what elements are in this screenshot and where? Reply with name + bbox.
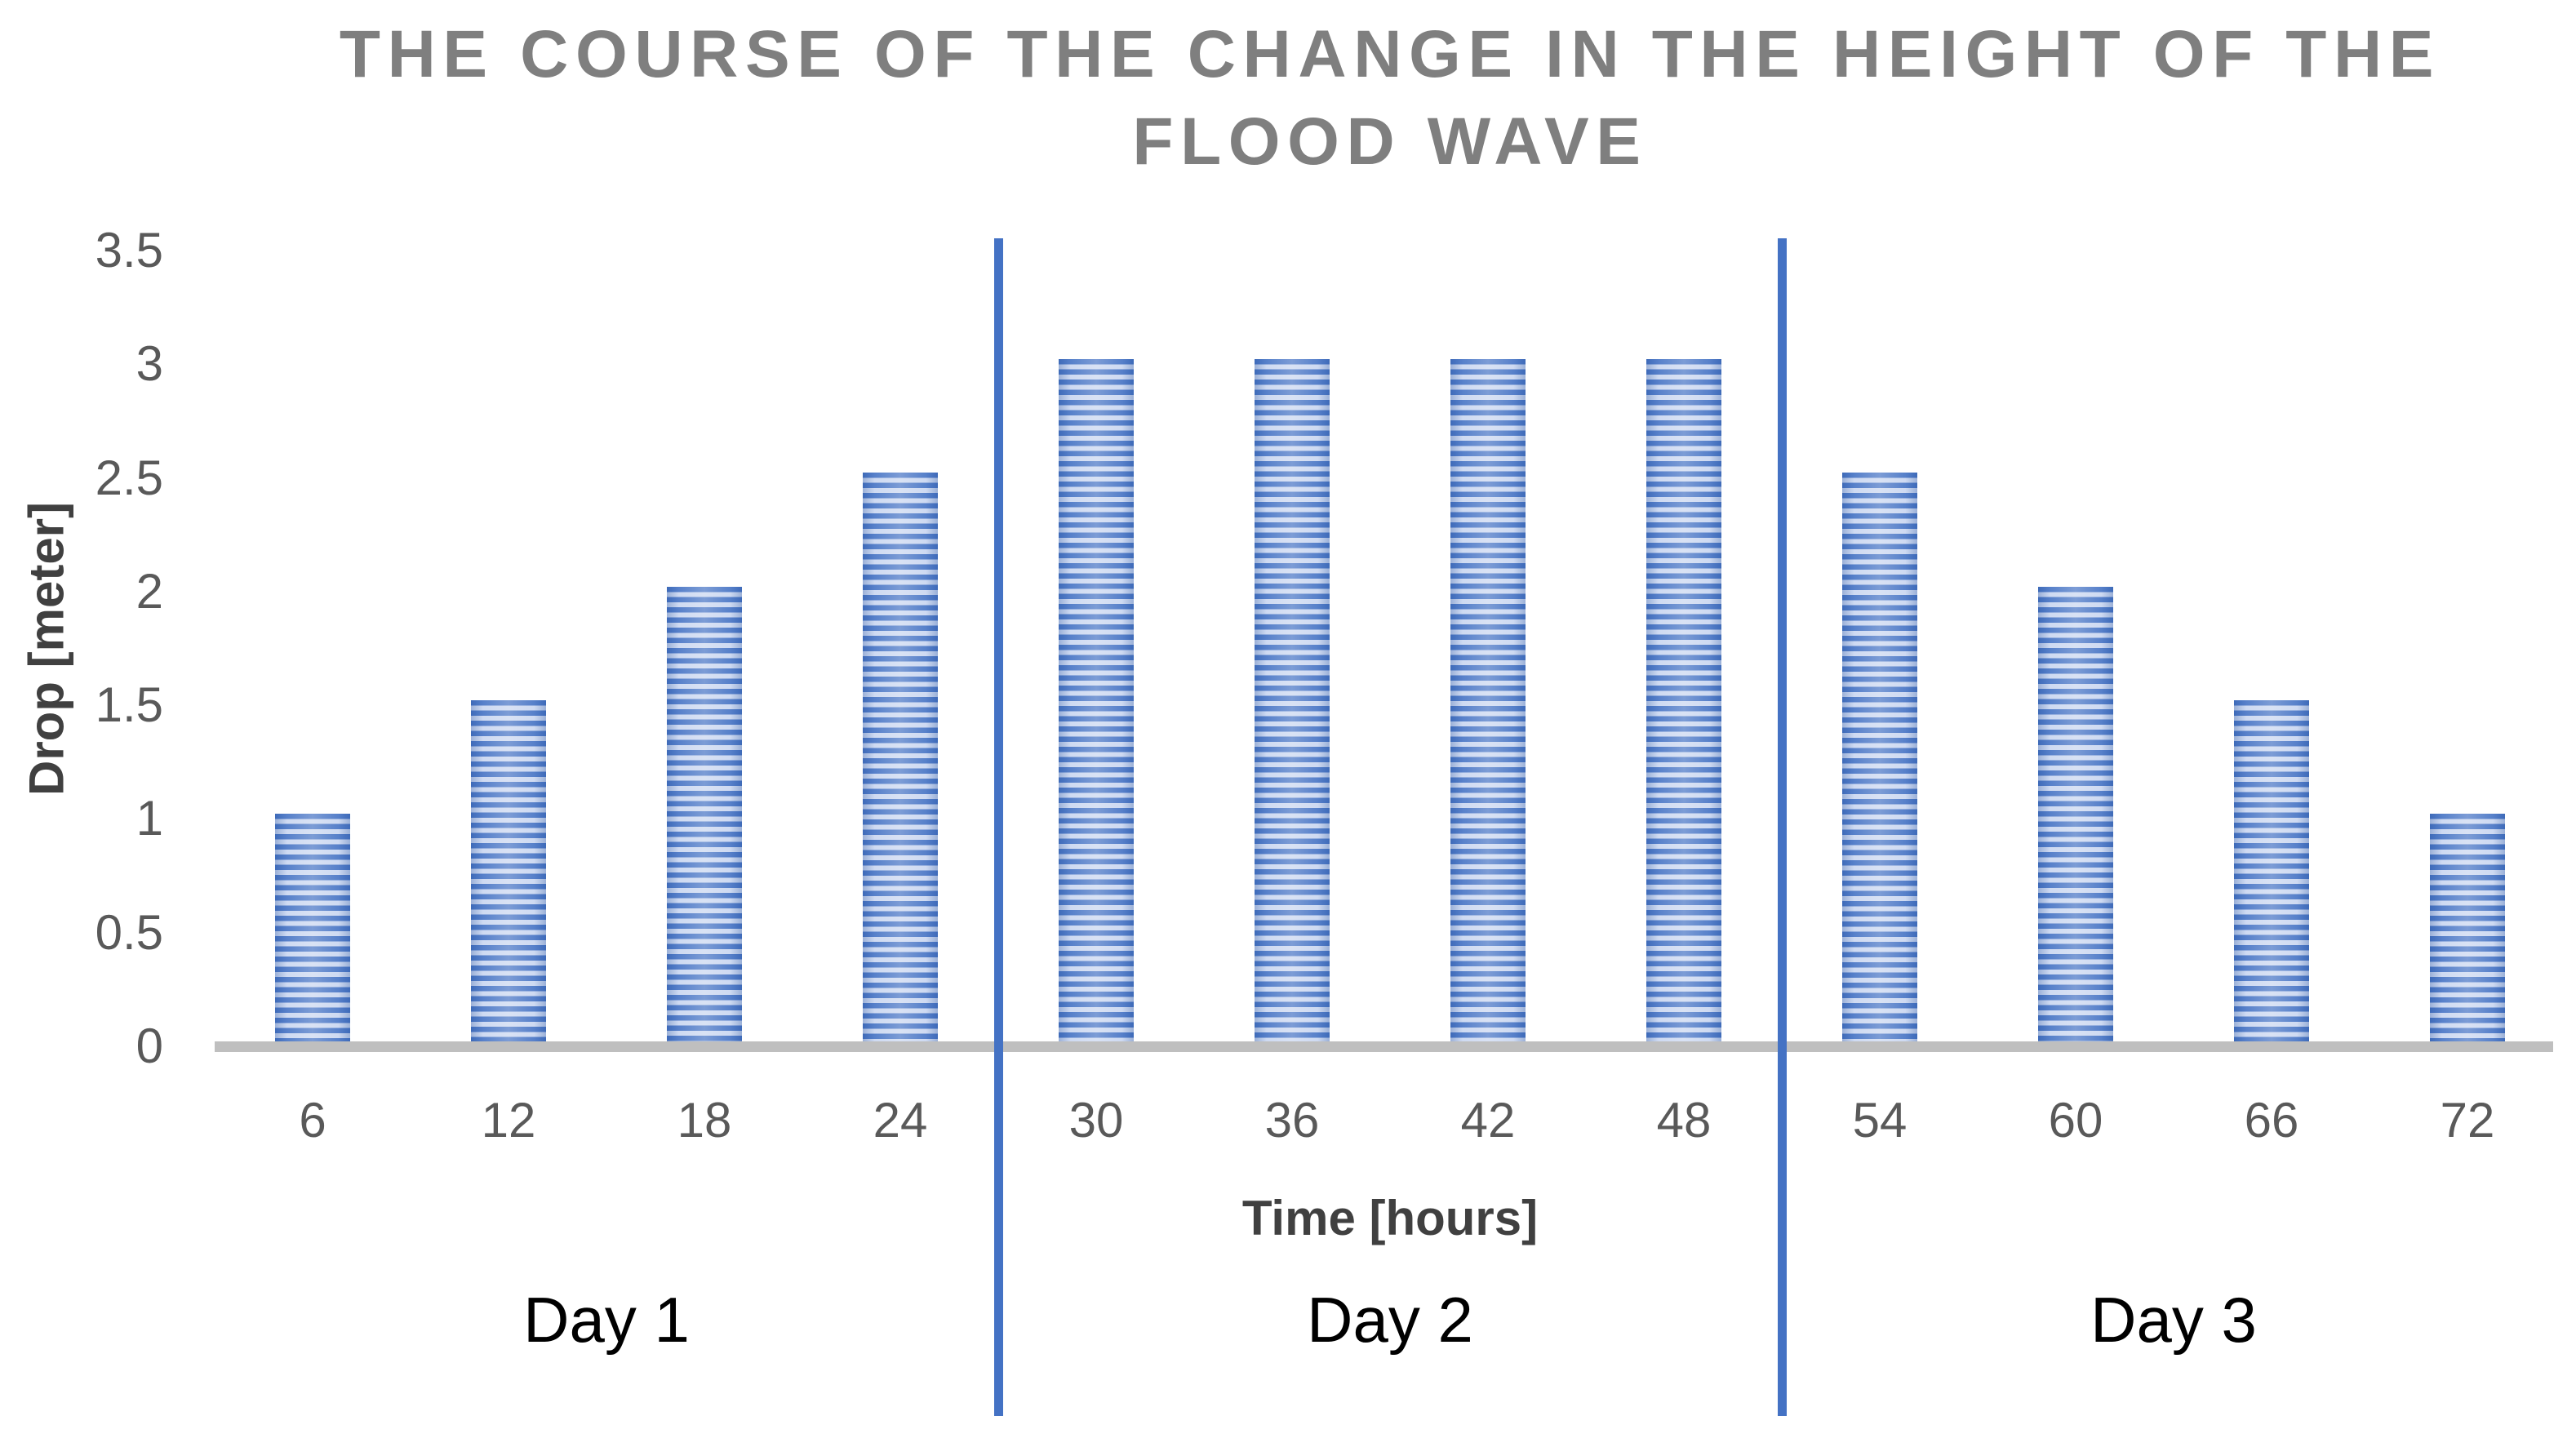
x-tick-66: 66 <box>2244 1093 2299 1147</box>
y-tick-3.5: 3.5 <box>95 223 163 277</box>
bar-72 <box>2430 814 2505 1041</box>
x-axis-line <box>215 1041 2553 1052</box>
day-label-3: Day 3 <box>2090 1284 2257 1356</box>
x-tick-54: 54 <box>1852 1093 1908 1147</box>
bar-66 <box>2234 700 2309 1041</box>
chart-title-line-1: THE COURSE OF THE CHANGE IN THE HEIGHT O… <box>339 17 2441 91</box>
bar-42 <box>1450 359 1526 1041</box>
x-tick-24: 24 <box>873 1093 928 1147</box>
x-tick-18: 18 <box>677 1093 732 1147</box>
chart-title: THE COURSE OF THE CHANGE IN THE HEIGHT O… <box>215 11 2565 185</box>
y-tick-1: 1 <box>135 791 163 846</box>
chart-title-line-2: FLOOD WAVE <box>1132 104 1648 179</box>
bar-12 <box>471 700 546 1041</box>
y-tick-1.5: 1.5 <box>95 677 163 732</box>
day-separator-1 <box>994 238 1003 1416</box>
x-tick-42: 42 <box>1460 1093 1516 1147</box>
bar-60 <box>2038 587 2113 1041</box>
bar-30 <box>1059 359 1134 1041</box>
y-tick-0.5: 0.5 <box>95 905 163 960</box>
x-tick-36: 36 <box>1264 1093 1320 1147</box>
y-axis-title: Drop [meter] <box>19 501 74 797</box>
bar-36 <box>1255 359 1330 1041</box>
bar-6 <box>275 814 350 1041</box>
y-tick-3: 3 <box>135 336 163 391</box>
day-label-2: Day 2 <box>1307 1284 1473 1356</box>
x-tick-48: 48 <box>1656 1093 1712 1147</box>
x-tick-30: 30 <box>1068 1093 1124 1147</box>
x-tick-72: 72 <box>2440 1093 2495 1147</box>
day-separator-2 <box>1778 238 1787 1416</box>
bar-54 <box>1842 473 1917 1041</box>
x-tick-60: 60 <box>2048 1093 2103 1147</box>
y-tick-0: 0 <box>135 1019 163 1073</box>
bar-24 <box>863 473 938 1041</box>
y-tick-2: 2 <box>135 564 163 619</box>
y-tick-2.5: 2.5 <box>95 451 163 505</box>
x-axis-title: Time [hours] <box>1241 1191 1539 1245</box>
bar-18 <box>667 587 742 1041</box>
bar-48 <box>1646 359 1721 1041</box>
day-label-1: Day 1 <box>523 1284 690 1356</box>
x-tick-12: 12 <box>481 1093 536 1147</box>
x-tick-6: 6 <box>299 1093 326 1147</box>
